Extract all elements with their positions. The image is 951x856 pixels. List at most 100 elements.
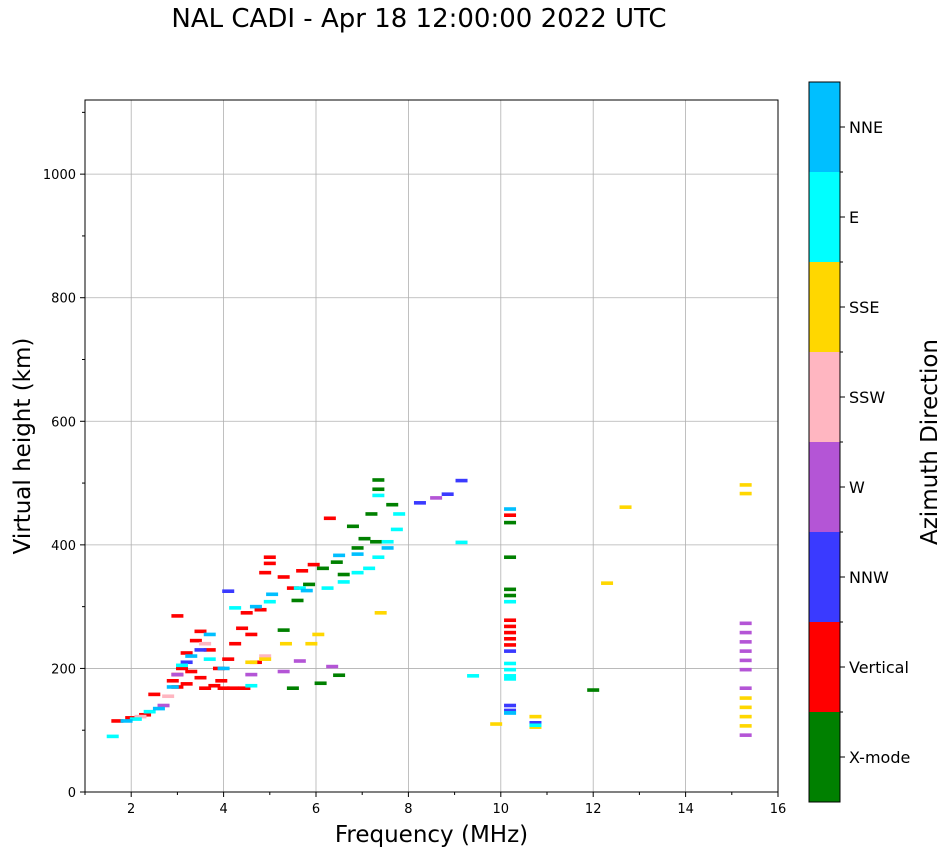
data-point (176, 663, 189, 668)
data-point (312, 632, 325, 637)
colorbar-label: X-mode (849, 748, 910, 767)
data-point (245, 660, 258, 665)
data-point (236, 626, 249, 631)
data-point (245, 683, 258, 688)
data-point (208, 683, 221, 688)
data-point (504, 624, 517, 629)
data-point (504, 555, 517, 560)
data-point (279, 641, 292, 646)
data-point (307, 562, 320, 567)
colorbar-swatch-x-mode (809, 712, 840, 802)
data-point (504, 593, 517, 598)
data-point (152, 706, 165, 711)
data-point (393, 512, 406, 516)
data-point (504, 618, 517, 623)
x-tick-label: 16 (770, 802, 787, 817)
data-point (143, 709, 156, 714)
x-tick-label: 4 (219, 802, 227, 817)
data-point (263, 599, 276, 604)
data-point (263, 561, 276, 566)
series-sse (245, 483, 752, 729)
data-point (504, 711, 517, 715)
x-tick-label: 8 (404, 802, 412, 817)
data-point (277, 628, 290, 632)
data-point (316, 566, 329, 571)
data-point (372, 555, 385, 560)
data-point (504, 674, 517, 678)
data-point (229, 641, 242, 646)
data-point (739, 658, 752, 663)
data-point (120, 719, 133, 723)
data-point (386, 502, 399, 507)
data-point (134, 714, 147, 719)
data-point (372, 493, 385, 498)
data-point (337, 572, 350, 577)
data-point (351, 570, 364, 575)
data-point (504, 513, 517, 517)
data-point (413, 501, 426, 505)
y-tick-label: 800 (51, 292, 76, 307)
data-point (358, 536, 371, 541)
data-point (249, 604, 262, 609)
data-point (739, 667, 752, 672)
data-point (259, 654, 272, 658)
data-point (148, 692, 161, 697)
colorbar-label: W (849, 478, 865, 497)
data-point (305, 641, 318, 646)
data-point (139, 712, 152, 717)
data-point (739, 733, 752, 737)
data-point (166, 678, 179, 683)
data-point (194, 629, 207, 634)
data-point (739, 630, 752, 635)
data-point (296, 569, 309, 573)
data-point (189, 638, 202, 643)
colorbar-swatch-nne (809, 82, 840, 172)
data-point (222, 657, 235, 661)
data-point (171, 614, 184, 618)
data-point (259, 657, 272, 661)
data-point (185, 669, 198, 674)
data-point (286, 686, 299, 690)
data-point (372, 487, 385, 492)
data-point (106, 734, 119, 739)
data-point (254, 607, 267, 612)
data-point (286, 586, 299, 590)
data-point (303, 582, 316, 587)
data-point (194, 648, 207, 652)
data-point (529, 721, 542, 725)
data-point (381, 546, 394, 550)
colorbar-title: Azimuth Direction (917, 339, 943, 545)
data-point (351, 546, 364, 550)
data-point (293, 586, 306, 590)
data-point (277, 669, 290, 674)
data-point (739, 696, 752, 700)
colorbar-swatch-w (809, 442, 840, 532)
data-point (504, 520, 517, 525)
y-axis-label: Virtual height (km) (10, 338, 36, 555)
data-point (300, 588, 313, 593)
data-point (166, 685, 179, 689)
data-point (129, 717, 142, 721)
data-point (490, 722, 503, 726)
colorbar-swatch-e (809, 172, 840, 262)
data-point (363, 566, 376, 571)
y-tick-label: 1000 (43, 168, 76, 183)
data-point (351, 552, 364, 556)
data-point (337, 580, 350, 584)
data-point (504, 630, 517, 635)
data-point (185, 654, 198, 658)
data-point (321, 586, 334, 590)
data-point (504, 677, 517, 681)
colorbar-label: E (849, 208, 859, 227)
data-point (293, 659, 306, 663)
data-point (467, 674, 480, 678)
chart-title: NAL CADI - Apr 18 12:00:00 2022 UTC (171, 4, 667, 34)
data-point (430, 496, 443, 500)
data-point (171, 672, 184, 677)
data-point (529, 714, 542, 719)
colorbar-swatch-sse (809, 262, 840, 352)
data-point (529, 723, 542, 728)
data-point (601, 581, 614, 585)
series-w (157, 496, 752, 737)
data-point (455, 478, 468, 483)
